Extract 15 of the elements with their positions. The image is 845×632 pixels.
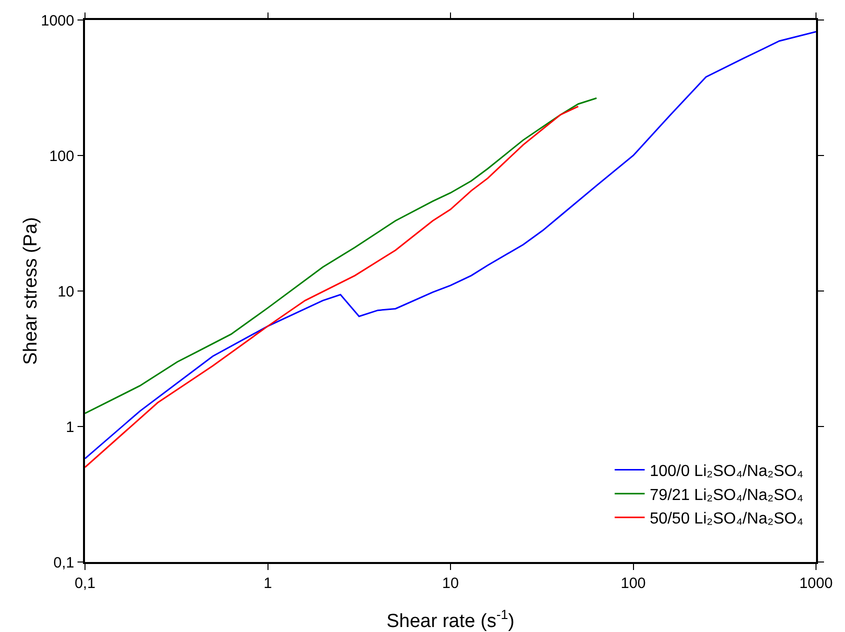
y-tick-label: 10: [58, 283, 74, 300]
y-tick-label: 0,1: [53, 554, 74, 572]
legend-label: 50/50 Li₂SO₄/Na₂SO₄: [650, 510, 804, 528]
y-tick-label: 1000: [40, 12, 74, 30]
x-tick-label: 0,1: [74, 574, 96, 592]
legend-label: 100/0 Li₂SO₄/Na₂SO₄: [650, 463, 804, 480]
x-tick-label: 1000: [799, 574, 833, 592]
y-tick-label: 100: [49, 148, 74, 165]
y-tick-label: 1: [66, 418, 74, 436]
x-tick-label: 10: [442, 574, 459, 592]
x-axis-title: Shear rate (s$^{-1}$): [386, 607, 514, 632]
y-axis-title: Shear stress (Pa): [20, 217, 42, 365]
x-tick-label: 1: [264, 574, 272, 592]
legend-label: 79/21 Li₂SO₄/Na₂SO₄: [650, 486, 804, 504]
x-tick-label: 100: [620, 574, 646, 592]
